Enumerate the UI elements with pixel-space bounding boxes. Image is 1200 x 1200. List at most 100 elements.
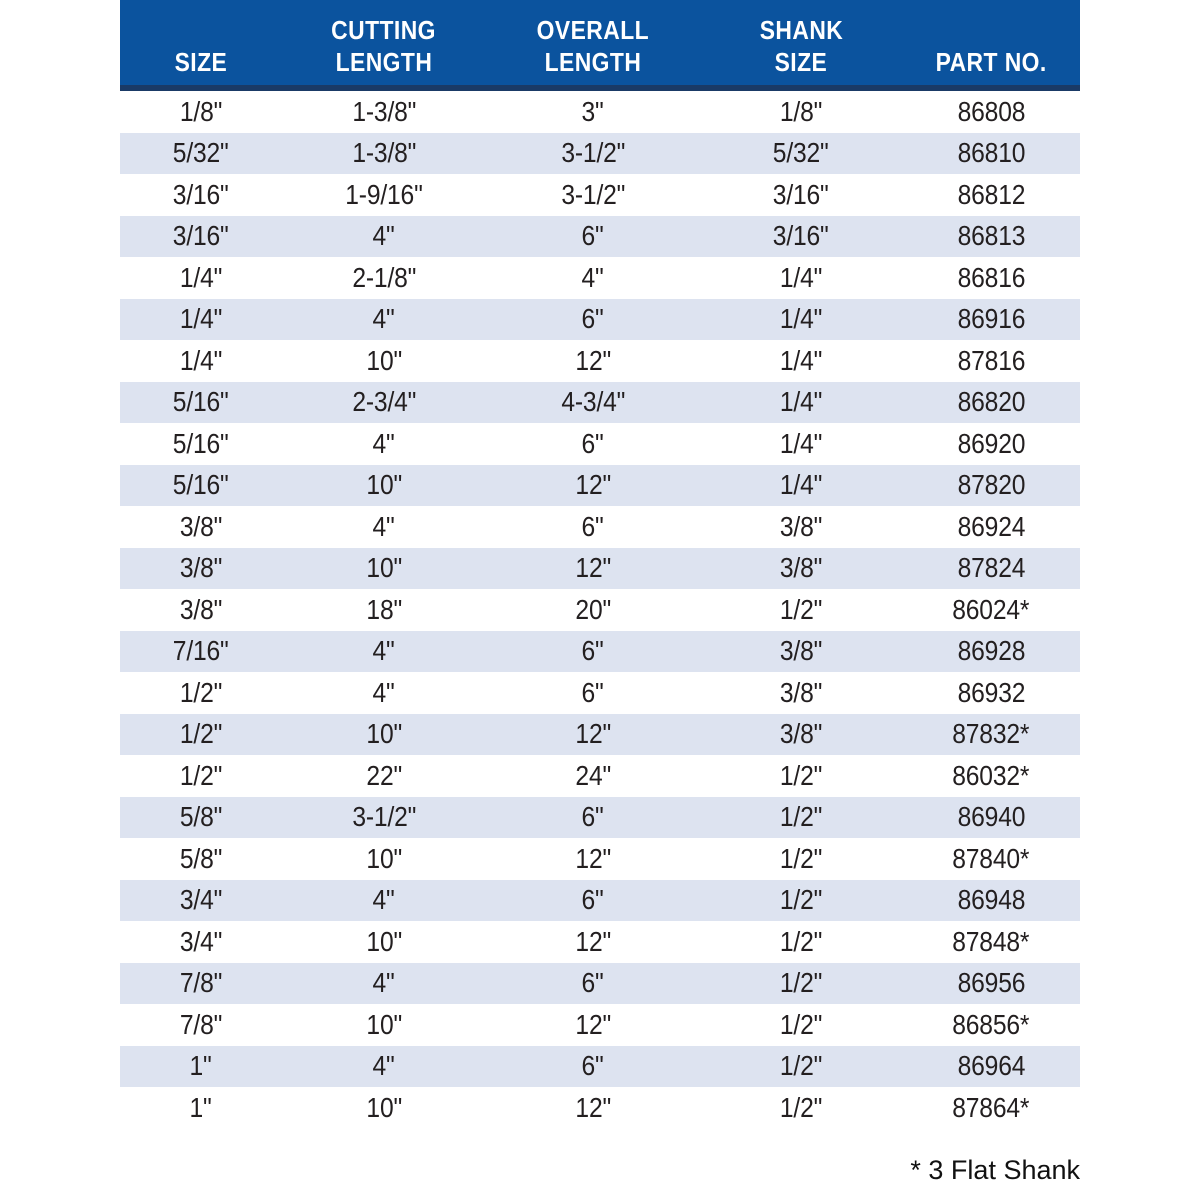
cell-part-no: 86808: [902, 96, 1080, 128]
cell-size: 1/4": [120, 262, 282, 294]
cell-shank-size: 1/2": [700, 760, 902, 792]
cell-value: 6": [581, 967, 605, 999]
cell-value: 3/8": [779, 676, 823, 708]
cell-value: 12": [575, 552, 611, 584]
cell-value: 1/2": [179, 759, 223, 791]
cell-overall-length: 24": [486, 760, 700, 792]
cell-overall-length: 3-1/2": [486, 179, 700, 211]
cell-value: 1": [189, 1050, 213, 1082]
cell-overall-length: 4": [486, 262, 700, 294]
cell-value: 1/4": [779, 344, 823, 376]
cell-value: 10": [366, 842, 402, 874]
table-row: 5/32" 1-3/8" 3-1/2" 5/32" 86810: [120, 132, 1080, 174]
cell-value: 6": [581, 635, 605, 667]
cell-value: 1": [189, 1091, 213, 1123]
cell-value: 6": [581, 220, 605, 252]
cell-value: 3/8": [779, 510, 823, 542]
cell-overall-length: 6": [486, 220, 700, 252]
cell-cutting-length: 10": [282, 718, 486, 750]
cell-size: 5/16": [120, 386, 282, 418]
cell-value: 1/4": [779, 261, 823, 293]
cell-shank-size: 1/4": [700, 428, 902, 460]
cell-size: 1/2": [120, 760, 282, 792]
column-header-label: LENGTH: [544, 47, 642, 77]
cell-value: 3/8": [179, 593, 223, 625]
cell-size: 1/2": [120, 718, 282, 750]
cell-value: 4": [372, 967, 396, 999]
cell-cutting-length: 1-9/16": [282, 179, 486, 211]
cell-value: 86940: [957, 801, 1025, 833]
cell-value: 5/16": [173, 427, 229, 459]
cell-value: 87848*: [952, 925, 1030, 957]
cell-value: 7/8": [179, 967, 223, 999]
cell-cutting-length: 4": [282, 428, 486, 460]
cell-cutting-length: 10": [282, 926, 486, 958]
cell-value: 1/4": [179, 261, 223, 293]
cell-value: 6": [581, 801, 605, 833]
cell-value: 1/2": [179, 676, 223, 708]
cell-shank-size: 3/8": [700, 677, 902, 709]
cell-value: 4": [581, 261, 605, 293]
cell-cutting-length: 4": [282, 884, 486, 916]
cell-size: 5/8": [120, 843, 282, 875]
cell-value: 6": [581, 676, 605, 708]
cell-cutting-length: 22": [282, 760, 486, 792]
cell-value: 1/2": [179, 718, 223, 750]
cell-value: 10": [366, 344, 402, 376]
table-row: 5/16" 2-3/4" 4-3/4" 1/4" 86820: [120, 381, 1080, 423]
cell-value: 1-3/8": [352, 137, 416, 169]
cell-shank-size: 1/4": [700, 469, 902, 501]
table-row: 5/8" 3-1/2" 6" 1/2" 86940: [120, 796, 1080, 838]
cell-value: 86920: [957, 427, 1025, 459]
cell-value: 1/4": [179, 303, 223, 335]
cell-value: 86816: [957, 261, 1025, 293]
cell-size: 1/4": [120, 303, 282, 335]
cell-part-no: 87864*: [902, 1092, 1080, 1124]
cell-shank-size: 1/2": [700, 884, 902, 916]
cell-value: 1/4": [779, 303, 823, 335]
cell-value: 1/2": [779, 884, 823, 916]
cell-value: 10": [366, 469, 402, 501]
cell-value: 4": [372, 427, 396, 459]
cell-size: 5/16": [120, 428, 282, 460]
cell-value: 3/4": [179, 884, 223, 916]
cell-shank-size: 1/2": [700, 843, 902, 875]
cell-value: 86812: [957, 178, 1025, 210]
cell-value: 5/8": [179, 801, 223, 833]
cell-value: 3-1/2": [352, 801, 416, 833]
cell-value: 3": [581, 95, 605, 127]
column-header-label: SIZE: [174, 47, 228, 77]
column-header-label: OVERALL: [536, 15, 650, 45]
cell-value: 12": [575, 842, 611, 874]
table-header-row: SIZE CUTTING LENGTH OVERALL LENGTH SHANK SIZE P…: [120, 0, 1080, 91]
cell-value: 1-9/16": [345, 178, 423, 210]
cell-part-no: 86924: [902, 511, 1080, 543]
table-row: 5/16" 4" 6" 1/4" 86920: [120, 423, 1080, 465]
cell-overall-length: 6": [486, 635, 700, 667]
cell-value: 4": [372, 635, 396, 667]
table-row: 3/4" 4" 6" 1/2" 86948: [120, 879, 1080, 921]
cell-value: 3/8": [779, 635, 823, 667]
cell-value: 10": [366, 1008, 402, 1040]
cell-shank-size: 3/8": [700, 511, 902, 543]
table-row: 1" 10" 12" 1/2" 87864*: [120, 1087, 1080, 1129]
cell-value: 3/8": [779, 552, 823, 584]
cell-size: 7/8": [120, 1009, 282, 1041]
column-header-part-no: PART NO.: [902, 0, 1080, 85]
cell-size: 5/8": [120, 801, 282, 833]
cell-part-no: 87816: [902, 345, 1080, 377]
cell-overall-length: 4-3/4": [486, 386, 700, 418]
cell-shank-size: 1/2": [700, 967, 902, 999]
cell-cutting-length: 10": [282, 469, 486, 501]
cell-shank-size: 3/16": [700, 179, 902, 211]
cell-overall-length: 6": [486, 967, 700, 999]
cell-value: 2-3/4": [352, 386, 416, 418]
cell-value: 87824: [957, 552, 1025, 584]
cell-part-no: 86916: [902, 303, 1080, 335]
cell-cutting-length: 4": [282, 511, 486, 543]
cell-shank-size: 3/16": [700, 220, 902, 252]
cell-part-no: 87832*: [902, 718, 1080, 750]
cell-value: 6": [581, 510, 605, 542]
cell-value: 5/32": [773, 137, 829, 169]
drill-bit-spec-table: SIZE CUTTING LENGTH OVERALL LENGTH SHANK SIZE P…: [120, 0, 1080, 1129]
